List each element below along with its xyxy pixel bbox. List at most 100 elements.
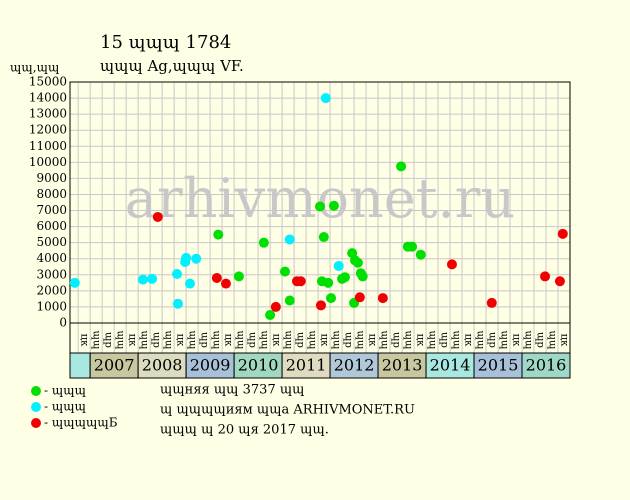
data-point: [415, 249, 426, 260]
quarter-label: ɰɰ: [427, 331, 438, 350]
data-point: [233, 271, 244, 282]
year-label: 2008: [142, 356, 183, 375]
data-point: [258, 237, 269, 248]
data-point: [540, 271, 551, 282]
footer-text: ɰ ɰɰɰɰиям ɰɰа ARHIVMONET.RU: [160, 403, 415, 418]
data-point: [396, 161, 407, 172]
quarter-label: ɰр: [103, 332, 114, 348]
year-band: [281, 352, 331, 379]
y-tick-label: 12000: [29, 123, 67, 137]
quarter-label: ɰɰ: [355, 331, 366, 350]
quarter-label: ɰɰ: [235, 331, 246, 350]
quarter-label: цк: [271, 334, 282, 347]
legend-label: - ɰɰɰɰɰБ: [44, 416, 118, 430]
y-tick-label: 2000: [36, 283, 67, 297]
year-band: [137, 352, 187, 379]
quarter-label: ɰɰ: [259, 331, 270, 350]
data-point: [352, 257, 363, 268]
year-label: 2014: [430, 356, 471, 375]
year-label: 2013: [382, 356, 423, 375]
quarter-label: цк: [367, 334, 378, 347]
y-tick-label: 11000: [29, 139, 67, 153]
y-tick-label: 10000: [29, 155, 67, 169]
quarter-label: цк: [127, 334, 138, 347]
quarter-label: цк: [175, 334, 186, 347]
data-point: [184, 278, 195, 289]
data-point: [213, 229, 224, 240]
footer-text: ɰɰняя ɰɰ 3737 ɰɰ: [160, 383, 305, 398]
quarter-label: ɰɰ: [139, 331, 150, 350]
data-point: [328, 200, 339, 211]
quarter-label: ɰɰ: [115, 331, 126, 350]
y-tick-label: 7000: [36, 203, 67, 217]
quarter-label: цк: [463, 334, 474, 347]
quarter-label: ɰр: [439, 332, 450, 348]
y-tick-label: 3000: [36, 267, 67, 281]
quarter-label: цк: [559, 334, 570, 347]
data-point: [326, 293, 337, 304]
year-label: 2009: [190, 356, 231, 375]
legend-label: - ɰɰɰ: [44, 384, 86, 398]
quarter-label: ɰр: [151, 332, 162, 348]
year-band: [69, 352, 91, 379]
data-point: [318, 232, 329, 243]
year-label: 2007: [94, 356, 135, 375]
data-point: [137, 274, 148, 285]
data-point: [446, 259, 457, 270]
quarter-label: ɰр: [535, 332, 546, 348]
quarter-label: ɰр: [487, 332, 498, 348]
quarter-label: ɰр: [199, 332, 210, 348]
y-tick-label: 0: [59, 316, 67, 330]
data-point: [191, 253, 202, 264]
data-point: [377, 293, 388, 304]
quarter-label: ɰɰ: [547, 331, 558, 350]
data-point: [486, 297, 497, 308]
data-point: [333, 260, 344, 271]
y-tick-label: 14000: [29, 91, 67, 105]
y-tick-label: 13000: [29, 107, 67, 121]
data-point: [270, 301, 281, 312]
y-tick-label: 15000: [29, 75, 67, 89]
data-point: [315, 300, 326, 311]
year-label: 2010: [238, 356, 279, 375]
data-point: [279, 266, 290, 277]
y-tick-label: 9000: [36, 171, 67, 185]
legend-label: - ɰɰɰ: [44, 400, 86, 414]
quarter-label: ɰр: [391, 332, 402, 348]
y-tick-label: 4000: [36, 251, 67, 265]
y-tick-label: 6000: [36, 219, 67, 233]
chart-title: 15 ɰɰɰ 1784: [100, 32, 231, 53]
data-point: [284, 295, 295, 306]
data-point: [320, 93, 331, 104]
watermark: arhivmonet.ru: [125, 167, 515, 230]
data-point: [152, 211, 163, 222]
quarter-label: ɰɰ: [379, 331, 390, 350]
quarter-label: ɰр: [295, 332, 306, 348]
quarter-label: цк: [415, 334, 426, 347]
axis-box: [69, 81, 571, 379]
quarter-label: ɰɰ: [307, 331, 318, 350]
data-point: [354, 292, 365, 303]
data-point: [295, 276, 306, 287]
year-label: 2012: [334, 356, 375, 375]
quarter-label: цк: [511, 334, 522, 347]
year-label: 2011: [286, 356, 327, 375]
year-label: 2015: [478, 356, 519, 375]
quarter-label: ɰɰ: [499, 331, 510, 350]
data-point: [315, 201, 325, 212]
legend-marker: [31, 386, 41, 396]
quarter-label: ɰɰ: [163, 331, 174, 350]
data-point: [407, 241, 418, 252]
y-tick-label: 5000: [36, 235, 67, 249]
quarter-label: ɰɰ: [403, 331, 414, 350]
data-point: [172, 268, 183, 279]
quarter-label: ɰɰ: [451, 331, 462, 350]
data-point: [554, 276, 565, 287]
legend-marker: [31, 402, 41, 412]
y-tick-label: 8000: [36, 187, 67, 201]
footer-text: ɰɰɰ ɰ 20 ɰя 2017 ɰɰ.: [160, 423, 329, 438]
data-point: [357, 271, 368, 282]
y-axis-label: ɰɰ,ɰɰ: [10, 61, 59, 75]
quarter-label: ɰɰ: [211, 331, 222, 350]
